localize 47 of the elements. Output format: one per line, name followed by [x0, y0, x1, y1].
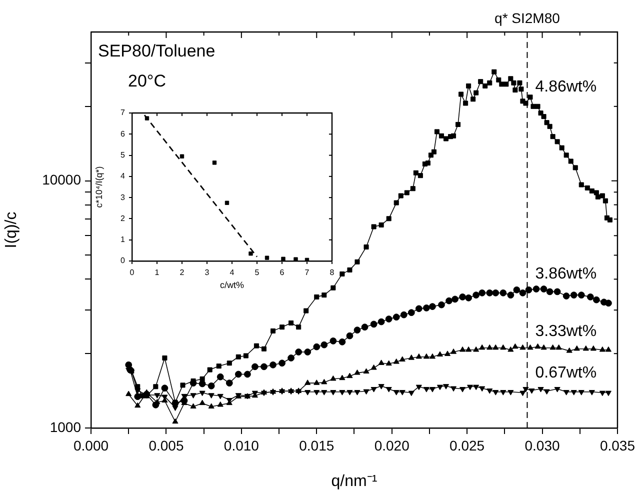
- x-tick-label: 0.035: [600, 437, 636, 454]
- y-tick-label: 2: [120, 214, 126, 223]
- y-axis-title: I(q)/c: [3, 212, 20, 248]
- point: [180, 154, 184, 158]
- y-tick-label: 10000: [42, 172, 82, 188]
- y-axis-title: c*10⁴/I(q*): [94, 166, 104, 208]
- point: [144, 116, 150, 120]
- x-tick-label: 0.030: [524, 437, 560, 454]
- ref-line-label: q* SI2M80: [494, 10, 560, 26]
- x-tick-label: 2: [180, 268, 185, 278]
- point: [294, 257, 298, 261]
- y-tick-label: 0: [120, 256, 126, 266]
- point: [304, 258, 310, 261]
- y-tick-label: 3: [120, 192, 126, 202]
- point: [248, 252, 253, 256]
- y-tick-label: 1000: [50, 418, 82, 435]
- x-tick-label: 5: [254, 268, 260, 278]
- x-tick-label: 0.005: [148, 437, 184, 454]
- x-tick-label: 3: [204, 268, 210, 278]
- x-tick-label: 8: [330, 268, 335, 278]
- y-tick-label: 4: [120, 172, 126, 181]
- legend-label: 3.86wt%: [535, 265, 597, 282]
- y-tick-label: 7: [120, 108, 126, 118]
- series-label: 4.86wt%: [535, 78, 597, 96]
- y-tick-label: 1: [120, 235, 126, 244]
- point: [264, 256, 270, 260]
- point: [224, 200, 230, 205]
- point: [281, 256, 286, 261]
- annotation: SEP80/Toluene: [98, 42, 216, 61]
- series-label: 0.67wt%: [535, 364, 597, 382]
- x-tick-label: 0.010: [224, 437, 260, 454]
- x-tick-label: 0.015: [299, 437, 334, 454]
- x-tick-label: 4: [230, 268, 235, 278]
- y-tick-label: 6: [120, 129, 126, 138]
- x-tick-label: 1: [154, 268, 160, 278]
- x-tick-label: 0: [130, 268, 135, 278]
- x-tick-label: 0.025: [450, 437, 485, 454]
- x-tick-label: 6: [280, 268, 285, 278]
- x-tick-label: 0.000: [73, 437, 109, 454]
- x-axis-title: c/wt%: [220, 280, 244, 290]
- annotation: 20°C: [128, 72, 166, 91]
- series-label: 3.33wt%: [535, 323, 597, 340]
- y-tick-label: 5: [120, 150, 126, 160]
- x-tick-label: 7: [304, 268, 310, 278]
- x-axis-title: q/nm⁻¹: [331, 472, 378, 490]
- point: [212, 160, 217, 165]
- x-tick-label: 0.020: [374, 437, 410, 454]
